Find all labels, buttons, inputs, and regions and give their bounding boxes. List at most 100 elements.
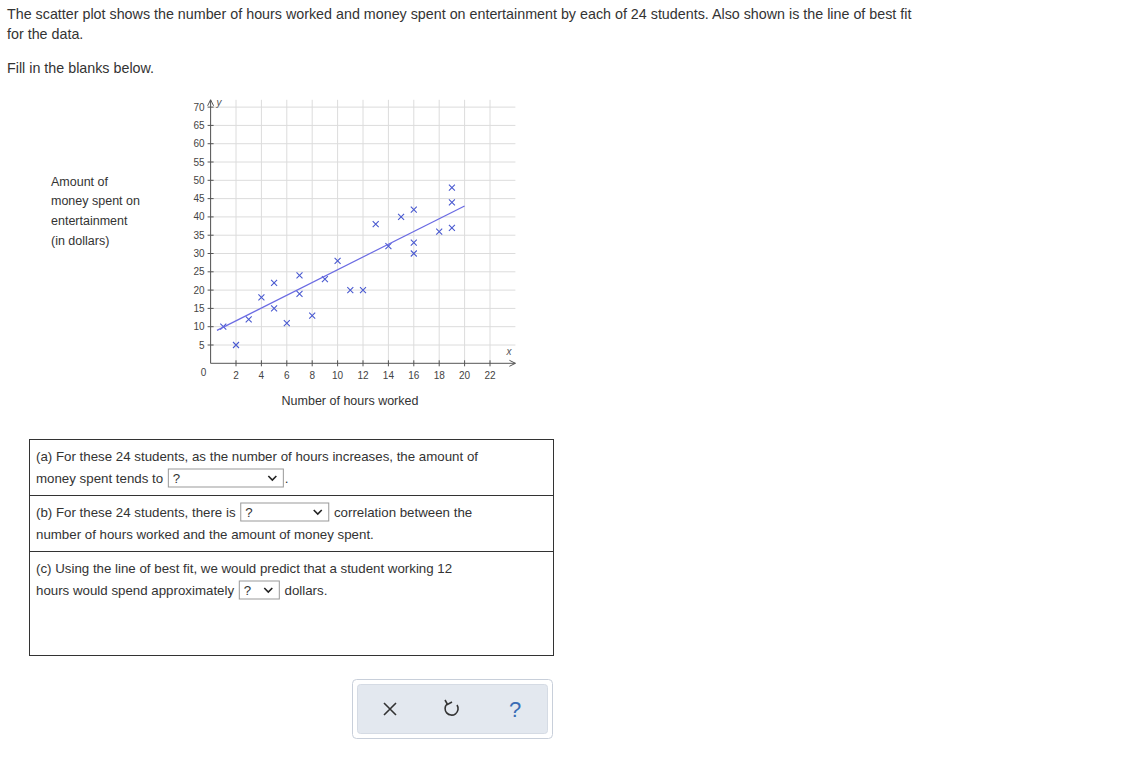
- y-tick: [208, 290, 214, 291]
- data-point: [373, 221, 379, 227]
- instruction: Fill in the blanks below.: [7, 60, 154, 76]
- data-point: [360, 287, 366, 293]
- question-divider: [30, 551, 554, 552]
- y-axis-label: money spent on: [51, 194, 140, 208]
- data-point: [411, 251, 417, 257]
- question-box: [30, 440, 554, 656]
- x-tick-label: 8: [309, 370, 315, 381]
- question-divider: [30, 495, 554, 496]
- x-tick-label: 4: [259, 370, 265, 381]
- marker-x: [233, 342, 239, 348]
- grid-line-y: [211, 253, 516, 254]
- select-box[interactable]: [241, 503, 329, 521]
- grid-line-x: [210, 100, 211, 364]
- help-button[interactable]: ?: [509, 697, 521, 722]
- question-text: dollars.: [281, 583, 328, 598]
- y-tick: [208, 216, 214, 217]
- undo-arrow[interactable]: [445, 700, 452, 705]
- data-point: [258, 294, 264, 300]
- y-tick: [208, 308, 214, 309]
- select-box[interactable]: [239, 581, 279, 599]
- grid-line-x: [388, 100, 389, 364]
- x-symbol: x: [505, 346, 512, 357]
- y-tick-label: 30: [193, 248, 205, 259]
- y-tick: [208, 143, 214, 144]
- y-axis-label: (in dollars): [51, 234, 109, 248]
- clear-icon[interactable]: [384, 703, 396, 715]
- x-tick-label: 22: [484, 370, 496, 381]
- y-tick-label: 65: [193, 120, 205, 131]
- y-tick: [208, 162, 214, 163]
- y-tick: [208, 107, 214, 108]
- marker-x: [360, 287, 366, 293]
- grid-line-y: [211, 235, 516, 236]
- y-tick: [208, 271, 214, 272]
- grid-line-y: [211, 180, 516, 181]
- data-point: [297, 272, 303, 278]
- marker-x: [335, 258, 341, 264]
- y-tick: [208, 345, 214, 346]
- grid-line-y: [211, 308, 516, 309]
- x-tick: [490, 360, 491, 366]
- best-fit-line: [217, 206, 465, 330]
- marker-x: [284, 320, 290, 326]
- data-point: [398, 214, 404, 220]
- y-tick-label: 40: [193, 211, 205, 222]
- y-arrow: [208, 100, 214, 106]
- y-tick: [208, 326, 214, 327]
- y-tick-label: 5: [199, 340, 205, 351]
- select-box[interactable]: [168, 469, 283, 487]
- marker-x: [258, 294, 264, 300]
- data-point: [297, 291, 303, 297]
- x-tick: [439, 360, 440, 366]
- y-tick: [208, 235, 214, 236]
- question-text: (a) For these 24 students, as the number…: [36, 449, 478, 464]
- select-value[interactable]: ?: [173, 471, 180, 486]
- question-text: hours would spend approximately: [36, 583, 238, 598]
- answer-select[interactable]: ?: [239, 581, 279, 599]
- y-axis-label: Amount of: [51, 175, 109, 189]
- marker-x: [411, 207, 417, 213]
- clear-button[interactable]: [384, 703, 396, 715]
- data-point: [449, 225, 455, 231]
- select-value[interactable]: ?: [245, 505, 252, 520]
- select-chevron: [264, 588, 272, 592]
- y-tick: [208, 198, 214, 199]
- data-point: [233, 342, 239, 348]
- undo-button[interactable]: [445, 700, 458, 715]
- answer-select[interactable]: ?: [241, 503, 329, 521]
- question-text: .: [285, 471, 289, 486]
- grid-line-x: [261, 100, 262, 364]
- undo-icon[interactable]: [445, 704, 458, 715]
- grid-line-y: [211, 125, 516, 126]
- y-symbol: y: [216, 97, 223, 108]
- data-point: [335, 258, 341, 264]
- marker-x: [297, 291, 303, 297]
- select-value[interactable]: ?: [244, 583, 251, 598]
- x-tick-label: 16: [408, 370, 420, 381]
- y-tick-label: 45: [193, 193, 205, 204]
- data-point: [309, 313, 315, 319]
- marker-x: [246, 316, 252, 322]
- marker-x: [271, 305, 277, 311]
- y-tick-label: 70: [193, 102, 205, 113]
- x-tick: [236, 360, 237, 366]
- question-text: correlation between the: [330, 505, 472, 520]
- y-tick-label: 35: [193, 230, 205, 241]
- x-tick: [312, 360, 313, 366]
- data-point: [271, 305, 277, 311]
- x-tick: [363, 360, 364, 366]
- data-point: [411, 240, 417, 246]
- data-point: [347, 287, 353, 293]
- question-text: (c) Using the line of best fit, we would…: [36, 561, 452, 576]
- grid-line-y: [211, 107, 516, 108]
- grid-line-y: [211, 198, 516, 199]
- answer-select[interactable]: ?: [168, 469, 283, 487]
- marker-x: [411, 251, 417, 257]
- data-point: [449, 199, 455, 205]
- data-point: [436, 229, 442, 235]
- grid-line-y: [211, 216, 516, 217]
- grid-line-x: [312, 100, 313, 364]
- page: The scatter plot shows the number of hou…: [0, 0, 1138, 762]
- question-text: money spent tends to: [36, 471, 167, 486]
